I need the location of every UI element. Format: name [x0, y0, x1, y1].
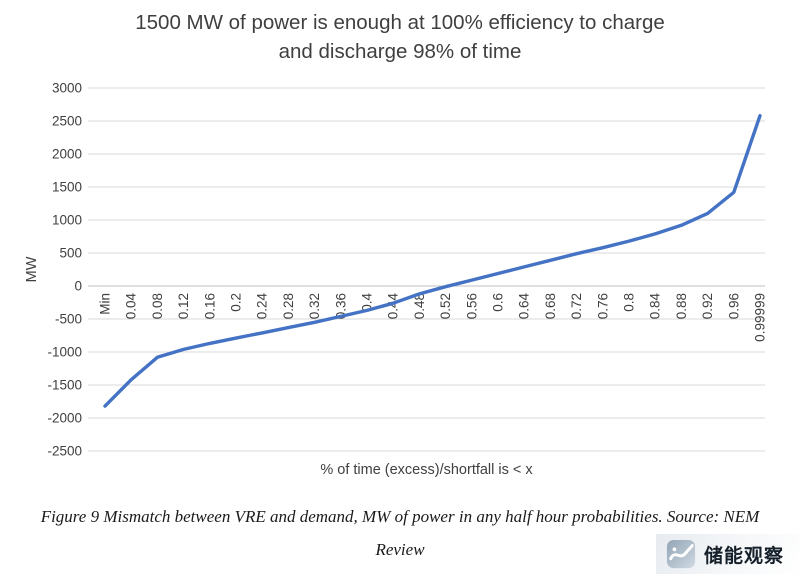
y-tick-label: -1000	[47, 345, 82, 360]
x-axis-title: % of time (excess)/shortfall is < x	[320, 462, 533, 478]
figure-caption: Figure 9 Mismatch between VRE and demand…	[0, 508, 800, 559]
chart-title: 1500 MW of power is enough at 100% effic…	[0, 0, 800, 66]
watermark-text: 储能观察	[703, 544, 784, 567]
y-tick-label: 3000	[52, 81, 82, 96]
watermark: 储能观察	[655, 534, 800, 574]
x-category-label: 0.76	[595, 293, 610, 319]
y-tick-label: -500	[55, 312, 82, 327]
x-category-label: 0.44	[386, 293, 401, 320]
y-tick-label: 1500	[52, 180, 82, 195]
y-tick-label: -2500	[47, 444, 82, 459]
x-category-label: 0.72	[569, 293, 584, 319]
watermark-logo-icon	[666, 539, 696, 569]
x-category-label: 0.52	[438, 293, 453, 319]
x-category-label: 0.88	[674, 293, 689, 319]
x-category-label: 0.92	[700, 293, 715, 319]
x-category-label: 0.2	[229, 293, 244, 312]
x-category-label: 0.8	[622, 293, 637, 312]
y-tick-label: 500	[59, 246, 82, 261]
x-category-label: 0.48	[412, 293, 427, 319]
y-tick-label: 0	[74, 279, 82, 294]
x-category-label: 0.36	[333, 293, 348, 319]
x-category-label: 0.6	[491, 293, 506, 312]
x-category-label: Min	[98, 293, 113, 315]
x-category-label: 0.12	[176, 293, 191, 319]
x-category-label: 0.08	[150, 293, 165, 319]
x-category-label: 0.96	[726, 293, 741, 319]
x-category-label: 0.16	[202, 293, 217, 319]
y-axis-title: MW	[24, 257, 40, 283]
figure-caption-line1: Figure 9 Mismatch between VRE and demand…	[40, 507, 760, 527]
figure-caption-line2: Review	[375, 539, 425, 559]
x-category-label: 0.64	[517, 293, 532, 320]
y-tick-label: -2000	[47, 411, 82, 426]
x-category-label: 0.28	[281, 293, 296, 319]
chart-svg: 3000 2500 2000 1500 1000 500 0 -500 -1000 -1500 -2…	[24, 81, 768, 479]
x-category-label: 0.99999	[753, 293, 768, 342]
data-line	[103, 114, 762, 409]
y-tick-label: 2000	[52, 147, 82, 162]
x-category-label: 0.4	[360, 293, 375, 312]
chart-title-line1: 1500 MW of power is enough at 100% effic…	[135, 11, 665, 34]
x-category-label: 0.84	[648, 293, 663, 320]
chart-title-line2: and discharge 98% of time	[278, 40, 522, 64]
y-tick-label: -1500	[47, 378, 82, 393]
x-category-label: 0.24	[255, 293, 270, 320]
x-category-label: 0.04	[124, 293, 139, 320]
x-category-label: 0.56	[464, 293, 479, 319]
x-category-label: 0.68	[543, 293, 558, 319]
x-category-label: 0.32	[307, 293, 322, 319]
y-tick-label: 2500	[52, 114, 82, 129]
y-tick-label: 1000	[52, 213, 82, 228]
